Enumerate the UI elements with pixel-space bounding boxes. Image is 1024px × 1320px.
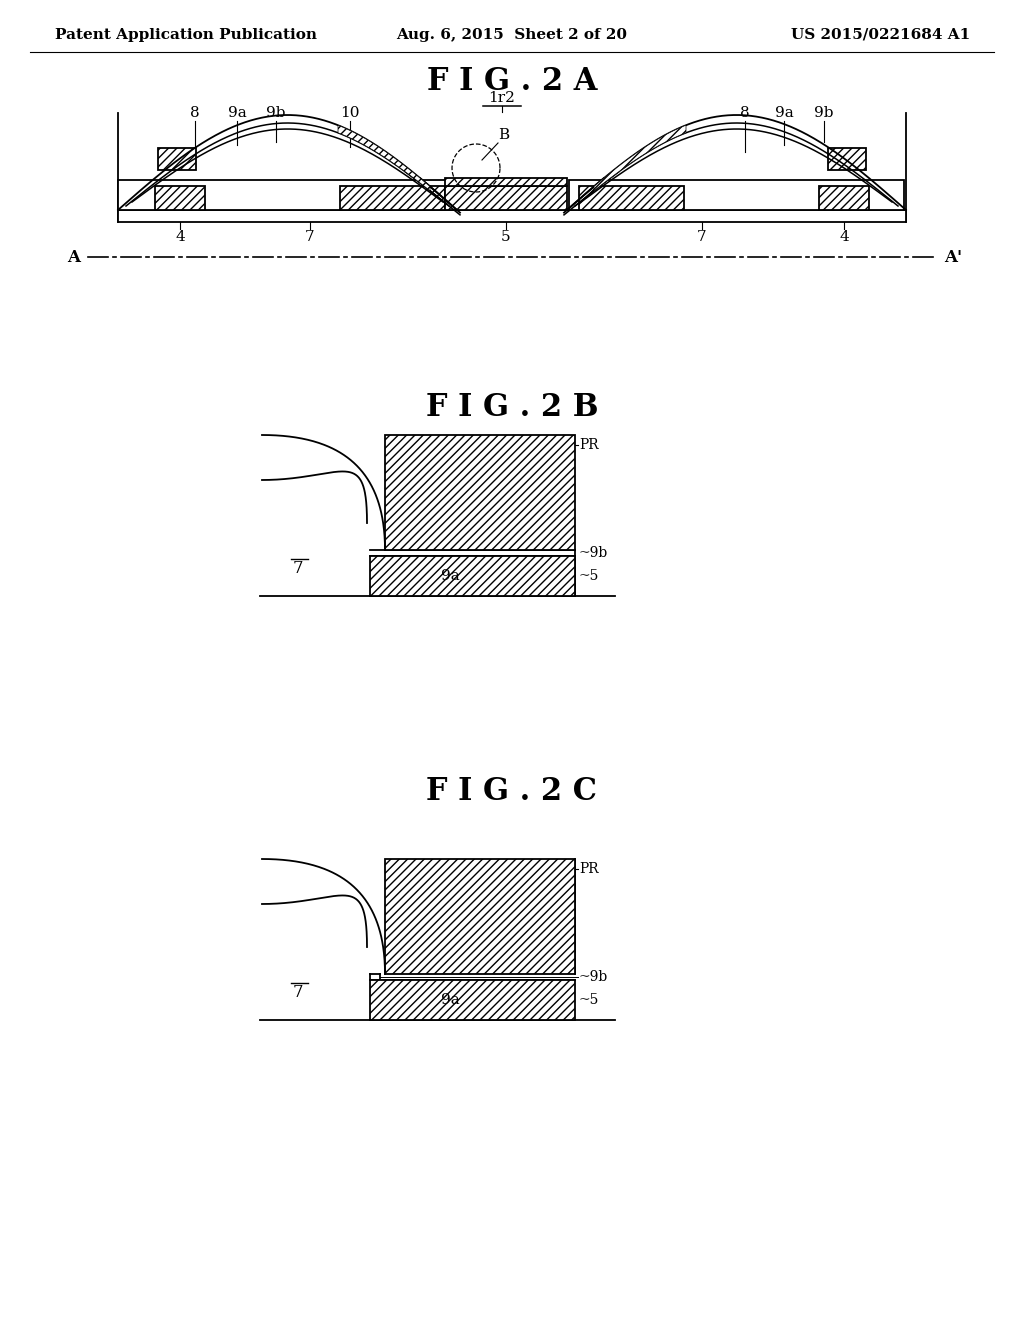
Text: ~9b: ~9b: [579, 546, 608, 560]
Text: 9a: 9a: [440, 569, 460, 583]
Text: 8: 8: [740, 106, 750, 120]
Text: 4: 4: [839, 230, 849, 244]
Bar: [370, 979, 575, 1020]
Text: F I G . 2 B: F I G . 2 B: [426, 392, 598, 424]
Text: 9a: 9a: [227, 106, 247, 120]
Text: 9a: 9a: [440, 993, 460, 1007]
Text: US 2015/0221684 A1: US 2015/0221684 A1: [791, 28, 970, 42]
Bar: [370, 556, 575, 597]
Bar: [155, 186, 205, 210]
Bar: [445, 178, 567, 186]
Text: 7: 7: [293, 983, 303, 1001]
Text: 9b: 9b: [814, 106, 834, 120]
Bar: [445, 186, 567, 210]
Text: ~5: ~5: [579, 569, 599, 583]
Polygon shape: [338, 125, 430, 191]
Text: PR: PR: [579, 438, 599, 451]
Text: F I G . 2 A: F I G . 2 A: [427, 66, 597, 98]
Bar: [340, 186, 445, 210]
Text: PR: PR: [579, 862, 599, 876]
Text: A': A': [944, 248, 963, 265]
Text: 8: 8: [190, 106, 200, 120]
Bar: [579, 186, 684, 210]
Bar: [828, 148, 866, 170]
Text: 10: 10: [340, 106, 359, 120]
Text: Aug. 6, 2015  Sheet 2 of 20: Aug. 6, 2015 Sheet 2 of 20: [396, 28, 628, 42]
Text: 7: 7: [293, 560, 303, 577]
Bar: [385, 859, 575, 974]
Polygon shape: [594, 125, 686, 191]
Text: 7: 7: [697, 230, 707, 244]
Text: ~5: ~5: [579, 993, 599, 1007]
Text: 9a: 9a: [774, 106, 794, 120]
Bar: [569, 180, 904, 210]
Text: 1r2: 1r2: [488, 91, 515, 106]
Bar: [118, 210, 906, 222]
Text: 9b: 9b: [266, 106, 286, 120]
Bar: [385, 436, 575, 550]
Bar: [819, 186, 869, 210]
Bar: [158, 148, 196, 170]
Bar: [118, 180, 453, 210]
Text: Patent Application Publication: Patent Application Publication: [55, 28, 317, 42]
Text: 5: 5: [501, 230, 511, 244]
Text: ~9b: ~9b: [579, 970, 608, 983]
Text: 7: 7: [305, 230, 314, 244]
Text: A: A: [67, 248, 80, 265]
Text: B: B: [498, 128, 509, 143]
Text: 4: 4: [175, 230, 185, 244]
Text: F I G . 2 C: F I G . 2 C: [427, 776, 597, 808]
